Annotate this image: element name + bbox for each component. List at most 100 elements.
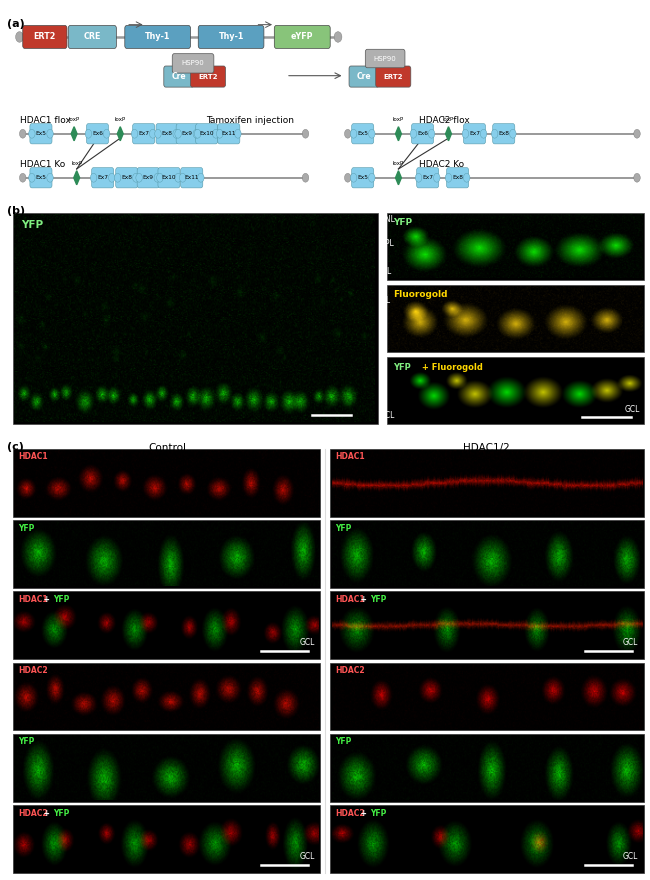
Circle shape: [510, 129, 516, 138]
Text: HDAC1: HDAC1: [335, 452, 365, 461]
FancyBboxPatch shape: [164, 66, 194, 87]
Text: YFP: YFP: [21, 220, 43, 230]
Bar: [330, 805, 644, 873]
FancyBboxPatch shape: [116, 167, 138, 187]
Text: loxP: loxP: [393, 161, 404, 166]
Text: INL: INL: [380, 267, 392, 275]
Circle shape: [463, 173, 470, 182]
Text: (b): (b): [6, 206, 25, 216]
Polygon shape: [395, 127, 401, 141]
Text: +: +: [358, 809, 367, 818]
Text: Ex11: Ex11: [222, 131, 236, 136]
Text: Control: Control: [149, 443, 187, 452]
Circle shape: [16, 32, 23, 42]
Text: HDAC1 flox: HDAC1 flox: [20, 116, 70, 125]
Circle shape: [194, 129, 201, 138]
Text: CRE: CRE: [84, 33, 101, 41]
Text: GCL: GCL: [299, 852, 315, 861]
Text: HDAC1/2: HDAC1/2: [463, 443, 510, 452]
FancyBboxPatch shape: [181, 167, 203, 187]
Circle shape: [302, 173, 309, 182]
Text: Ex5: Ex5: [36, 131, 46, 136]
Bar: [13, 520, 320, 588]
Circle shape: [428, 129, 435, 138]
Text: (c): (c): [6, 442, 23, 451]
Circle shape: [175, 173, 181, 182]
Text: Thy-1: Thy-1: [145, 33, 170, 41]
Text: Ex5: Ex5: [36, 175, 46, 180]
FancyBboxPatch shape: [68, 26, 116, 48]
Text: Cre: Cre: [172, 72, 186, 81]
Text: Fluorogold: Fluorogold: [393, 290, 448, 299]
Circle shape: [47, 173, 53, 182]
FancyBboxPatch shape: [463, 123, 486, 143]
FancyBboxPatch shape: [23, 26, 67, 48]
Text: YFP: YFP: [370, 595, 386, 604]
Text: HDAC2: HDAC2: [18, 666, 48, 675]
Text: HDAC2: HDAC2: [335, 809, 365, 818]
Text: ERT2: ERT2: [384, 74, 403, 79]
FancyBboxPatch shape: [30, 123, 52, 143]
Circle shape: [634, 129, 640, 138]
Bar: [13, 734, 320, 802]
Circle shape: [369, 173, 375, 182]
Text: GCL: GCL: [625, 405, 640, 414]
Text: loxP: loxP: [71, 161, 83, 166]
Text: YFP: YFP: [335, 524, 352, 532]
FancyBboxPatch shape: [274, 26, 330, 48]
Text: YFP: YFP: [335, 737, 352, 746]
Bar: [387, 213, 644, 280]
Circle shape: [173, 129, 179, 138]
Circle shape: [410, 129, 417, 138]
Text: Ex8: Ex8: [122, 175, 132, 180]
Circle shape: [179, 173, 186, 182]
Text: ERT2: ERT2: [198, 74, 218, 79]
Circle shape: [131, 129, 138, 138]
Text: Ex10: Ex10: [162, 175, 176, 180]
Polygon shape: [117, 127, 124, 141]
Circle shape: [150, 129, 156, 138]
Circle shape: [491, 129, 498, 138]
Circle shape: [114, 173, 121, 182]
Circle shape: [136, 173, 142, 182]
Text: Ex9: Ex9: [143, 175, 153, 180]
Circle shape: [155, 129, 161, 138]
FancyBboxPatch shape: [352, 167, 374, 187]
Circle shape: [344, 173, 351, 182]
Circle shape: [85, 129, 92, 138]
Text: Cre: Cre: [357, 72, 371, 81]
Text: HDAC1 Ko: HDAC1 Ko: [20, 160, 65, 169]
Circle shape: [369, 129, 375, 138]
FancyBboxPatch shape: [190, 66, 226, 87]
Circle shape: [415, 173, 422, 182]
Circle shape: [350, 129, 357, 138]
Circle shape: [154, 173, 161, 182]
Text: HDAC2 Ko: HDAC2 Ko: [419, 160, 464, 169]
Text: YFP: YFP: [370, 809, 386, 818]
Bar: [387, 357, 644, 424]
Circle shape: [216, 129, 223, 138]
FancyBboxPatch shape: [30, 167, 52, 187]
FancyBboxPatch shape: [86, 123, 109, 143]
Text: loxP: loxP: [114, 117, 126, 122]
Text: GCL: GCL: [380, 411, 395, 420]
FancyBboxPatch shape: [198, 26, 264, 48]
Circle shape: [434, 173, 440, 182]
Circle shape: [334, 32, 342, 42]
Text: eYFP: eYFP: [291, 33, 313, 41]
Circle shape: [103, 129, 110, 138]
Text: Tamoxifen injection: Tamoxifen injection: [206, 116, 294, 125]
Bar: [330, 449, 644, 517]
Text: Ex9: Ex9: [182, 131, 192, 136]
Bar: [13, 449, 320, 517]
Text: Ex7: Ex7: [138, 131, 149, 136]
Text: Ex6: Ex6: [92, 131, 103, 136]
Text: Ex8: Ex8: [452, 175, 463, 180]
FancyBboxPatch shape: [411, 123, 434, 143]
Text: HDAC2: HDAC2: [335, 666, 365, 675]
Polygon shape: [446, 127, 451, 141]
Polygon shape: [73, 171, 79, 185]
Text: HDAC1: HDAC1: [335, 595, 365, 604]
Circle shape: [350, 173, 357, 182]
Text: Ex7: Ex7: [469, 131, 480, 136]
